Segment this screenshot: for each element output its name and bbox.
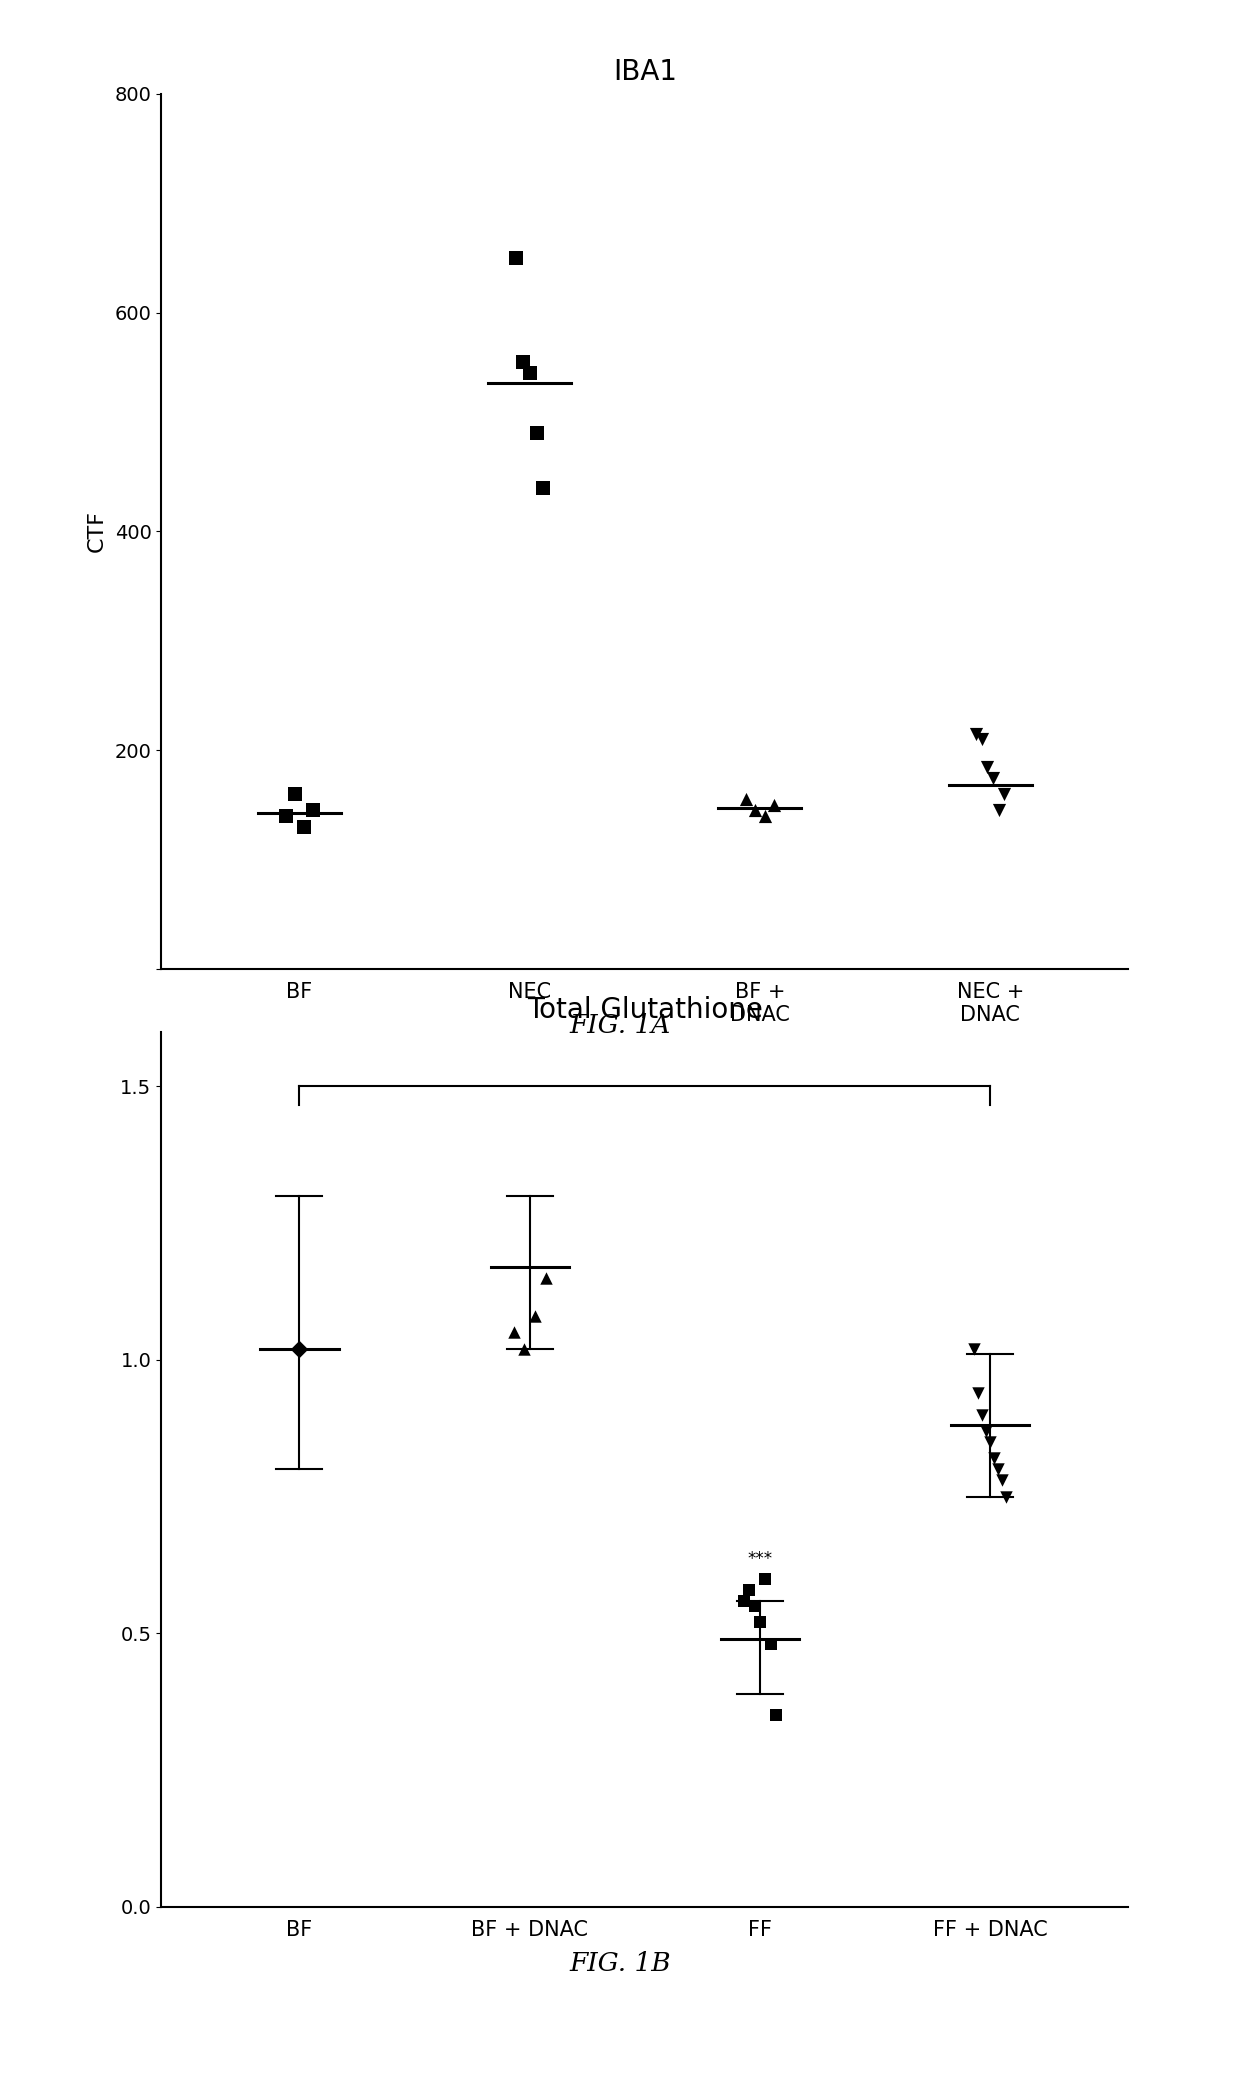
Text: FIG. 1B: FIG. 1B	[569, 1951, 671, 1976]
Point	[977, 750, 997, 784]
Text: ***: ***	[748, 1550, 773, 1567]
Point	[739, 1573, 759, 1607]
Point	[737, 784, 756, 817]
Y-axis label: CTF: CTF	[87, 511, 107, 552]
Point	[275, 798, 295, 832]
Point	[968, 1375, 988, 1409]
Point	[983, 761, 1003, 794]
Point	[513, 346, 533, 379]
Point	[533, 471, 553, 504]
Point	[304, 794, 324, 827]
Point	[294, 811, 314, 844]
Point	[988, 1453, 1008, 1486]
Point	[966, 717, 986, 750]
Point	[745, 794, 765, 827]
Point	[755, 1563, 775, 1596]
Point	[992, 1463, 1012, 1496]
Point	[981, 1425, 1001, 1459]
Point	[734, 1584, 754, 1617]
Point	[965, 1332, 985, 1365]
Point	[750, 1605, 770, 1638]
Point	[536, 1261, 556, 1294]
Point	[525, 1300, 544, 1334]
Point	[764, 788, 784, 821]
Title: Total Glutathione: Total Glutathione	[527, 996, 763, 1023]
Point	[997, 1480, 1017, 1513]
Point	[745, 1590, 765, 1623]
Point	[755, 798, 775, 832]
Title: IBA1: IBA1	[613, 58, 677, 85]
Point	[985, 1442, 1004, 1475]
Point	[520, 356, 539, 390]
Point	[761, 1628, 781, 1661]
Point	[506, 242, 526, 275]
Point	[972, 723, 992, 756]
Text: FIG. 1A: FIG. 1A	[569, 1013, 671, 1038]
Point	[976, 1415, 996, 1448]
Point	[988, 794, 1008, 827]
Point	[289, 1332, 309, 1365]
Point	[994, 777, 1014, 811]
Point	[527, 417, 547, 450]
Point	[285, 777, 305, 811]
Point	[503, 1315, 523, 1348]
Point	[515, 1332, 534, 1365]
Point	[766, 1698, 786, 1732]
Point	[972, 1398, 992, 1432]
